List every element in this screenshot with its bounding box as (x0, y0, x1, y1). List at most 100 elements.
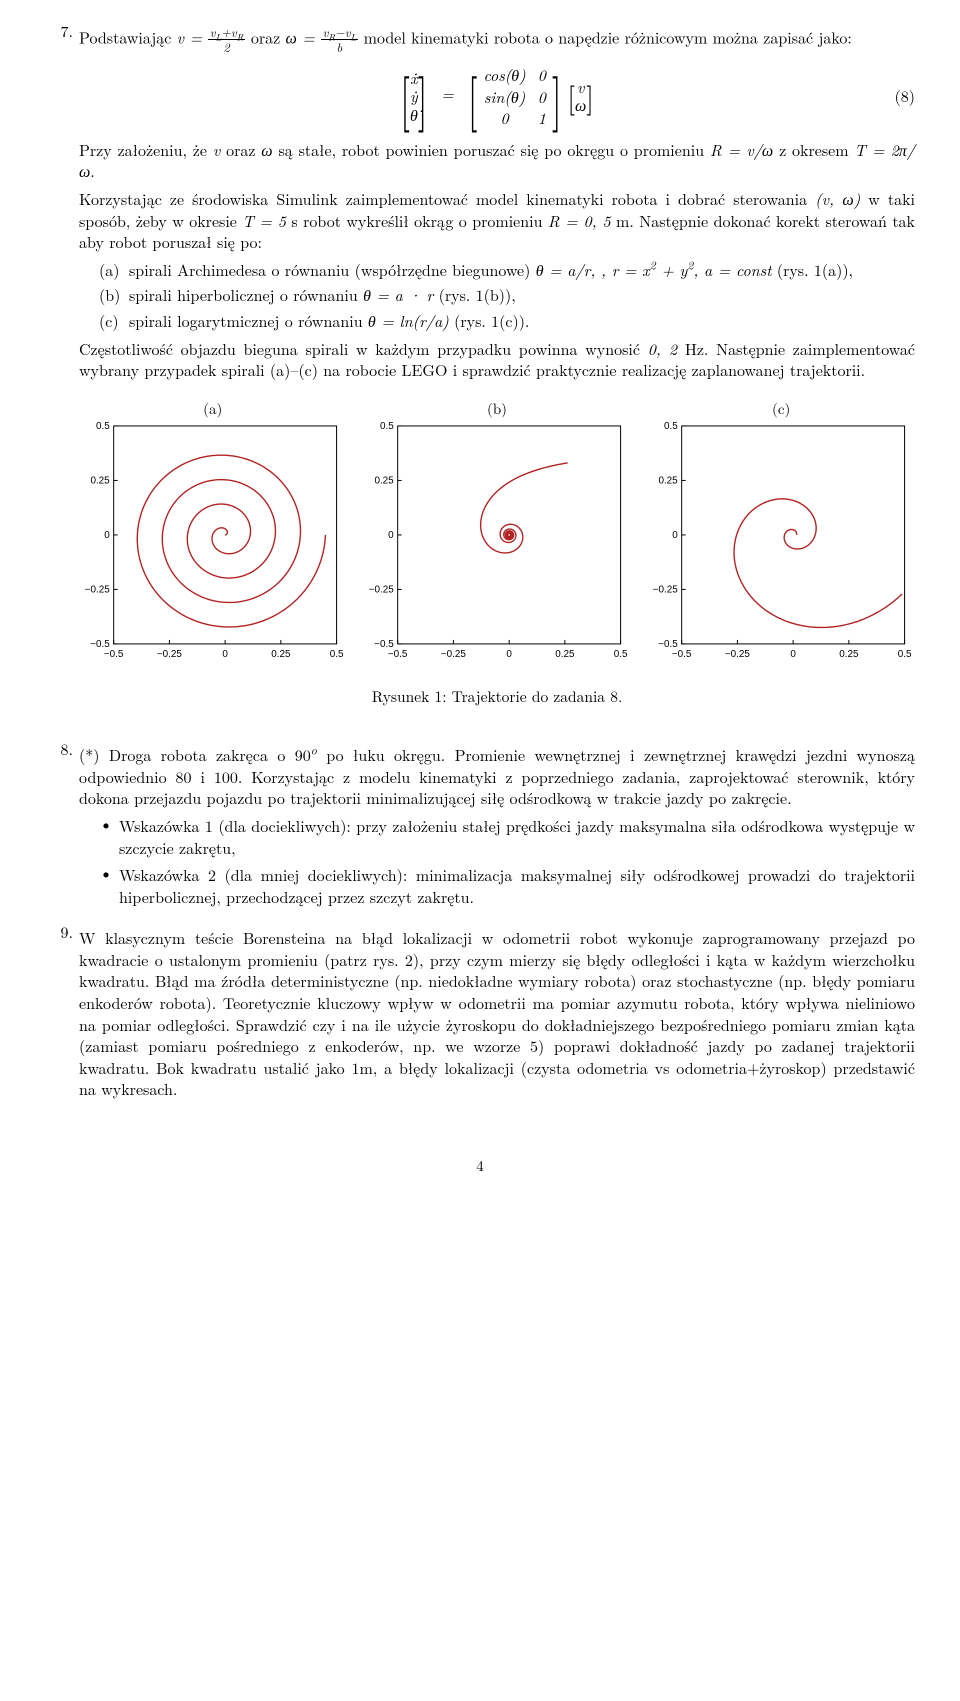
panel-title: (a) (79, 399, 347, 419)
text: model kinematyki robota o napędzie różni… (364, 25, 852, 48)
svg-text:0.25: 0.25 (375, 475, 395, 486)
svg-text:−0.5: −0.5 (388, 649, 408, 660)
bullet-hint-2: • Wskazówka 2 (dla mniej dociekliwych): … (99, 864, 915, 907)
svg-text:−0.25: −0.25 (725, 649, 751, 660)
svg-text:−0.25: −0.25 (653, 584, 679, 595)
item-number: 8. (45, 738, 79, 913)
sub-item-label: (a) (99, 259, 129, 281)
figure-caption: Rysunek 1: Trajektorie do zadania 8. (79, 687, 915, 708)
text: (rys. 1(a)), (777, 258, 853, 281)
text: s robot wykreślił okrąg o promieniu (291, 209, 548, 232)
figure-panel-b: (b) −0.5−0.5 −0.25 −0.25 0 0 0.25 0.25 0.5 0.5 (363, 399, 631, 674)
paragraph: Korzystając ze środowiska Simulink zaimp… (79, 188, 915, 253)
svg-text:0.25: 0.25 (555, 649, 575, 660)
paragraph: Częstotliwość objazdu bieguna spirali w … (79, 338, 915, 381)
text: spirali Archimedesa o równaniu (współrzę… (129, 258, 536, 281)
math-inline: v (213, 138, 220, 161)
svg-text:0.5: 0.5 (380, 421, 394, 432)
bullet-icon: • (99, 815, 119, 858)
sub-item-b: (b) spirali hiperbolicznej o równaniu θ … (99, 284, 915, 306)
item-number: 9. (45, 921, 79, 1106)
math-inline: ω (261, 138, 272, 161)
svg-text:0.25: 0.25 (840, 649, 860, 660)
svg-text:0.5: 0.5 (898, 649, 912, 660)
panel-title: (b) (363, 399, 631, 419)
sub-item-body: spirali logarytmicznej o równaniu θ = ln… (129, 310, 529, 332)
item-body: Podstawiając v = vL+vR2 oraz ω = vR−vLb … (79, 20, 915, 730)
text: spirali hiperbolicznej o równaniu (129, 283, 363, 306)
chart-archimedes: −0.5−0.5−0.25−0.25000.250.250.50.5 (79, 421, 347, 669)
item-number: 7. (45, 20, 79, 730)
text: Częstotliwość objazdu bieguna spirali w … (79, 337, 648, 360)
figure-row: (a) −0.5−0.5−0.25−0.25000.250.250.50.5 (… (79, 399, 915, 674)
math-inline: T = 5 (242, 209, 286, 232)
fraction: vR−vLb (321, 26, 359, 54)
list-item-7: 7. Podstawiając v = vL+vR2 oraz ω = vR−v… (45, 20, 915, 730)
chart-hyperbolic: −0.5−0.5 −0.25 −0.25 0 0 0.25 0.25 0.5 0.5 (363, 421, 631, 669)
math-inline: θ = a/r, , r = x2 + y2, a = const (536, 258, 772, 281)
text: (*) Droga robota zakręca o 90 (79, 743, 311, 766)
svg-text:0: 0 (222, 649, 228, 660)
svg-text:0.5: 0.5 (614, 649, 628, 660)
svg-text:0: 0 (507, 649, 513, 660)
text: oraz (251, 25, 286, 48)
sub-item-c: (c) spirali logarytmicznej o równaniu θ … (99, 310, 915, 332)
math-inline: R = v/ω (710, 138, 773, 161)
svg-text:−0.25: −0.25 (157, 649, 183, 660)
text: są stałe, robot powinien poruszać się po… (278, 138, 710, 161)
chart-logarithmic: −0.5−0.5−0.25−0.25000.250.250.50.5 (647, 421, 915, 669)
svg-text:0.25: 0.25 (90, 475, 110, 486)
svg-text:0: 0 (673, 530, 679, 541)
text: oraz (226, 138, 261, 161)
figure-panel-c: (c) −0.5−0.5−0.25−0.25000.250.250.50.5 (647, 399, 915, 674)
math-inline: 0, 2 (648, 337, 677, 360)
math-inline: (v, ω) (815, 187, 860, 210)
sub-item-body: spirali hiperbolicznej o równaniu θ = a … (129, 284, 516, 306)
sub-item-body: spirali Archimedesa o równaniu (współrzę… (129, 259, 853, 281)
paragraph: Przy założeniu, że v oraz ω są stałe, ro… (79, 139, 915, 182)
svg-text:−0.25: −0.25 (441, 649, 467, 660)
equation-display: [ẋẏθ̇] = [cos(θ)0sin(θ)001] [vω] (8) (79, 64, 915, 129)
svg-text:−0.5: −0.5 (672, 649, 692, 660)
math-inline: v = (177, 25, 208, 48)
text: Przy założeniu, że (79, 138, 213, 161)
sub-item-label: (c) (99, 310, 129, 332)
paragraph: Podstawiając v = vL+vR2 oraz ω = vR−vLb … (79, 26, 915, 54)
item-body: (*) Droga robota zakręca o 90o po łuku o… (79, 738, 915, 913)
text: spirali logarytmicznej o równaniu (129, 309, 368, 332)
text: Podstawiając (79, 25, 177, 48)
bullet-hint-1: • Wskazówka 1 (dla dociekliwych): przy z… (99, 815, 915, 858)
fraction: vL+vR2 (208, 26, 246, 54)
svg-text:0: 0 (388, 530, 394, 541)
math-inline: ω = (286, 25, 321, 48)
text: (rys. 1(b)), (439, 283, 516, 306)
sub-item-label: (b) (99, 284, 129, 306)
svg-text:0: 0 (104, 530, 110, 541)
text: Korzystając ze środowiska Simulink zaimp… (79, 187, 815, 210)
svg-text:0.25: 0.25 (271, 649, 291, 660)
paragraph: W klasycznym teście Borensteina na błąd … (79, 927, 915, 1100)
bullet-icon: • (99, 864, 119, 907)
math-inline: θ = a · r (363, 283, 433, 306)
figure-panel-a: (a) −0.5−0.5−0.25−0.25000.250.250.50.5 (79, 399, 347, 674)
svg-text:−0.5: −0.5 (374, 639, 394, 650)
equation-number: (8) (895, 86, 915, 108)
item-body: W klasycznym teście Borensteina na błąd … (79, 921, 915, 1106)
math-inline: θ = ln(r/a) (368, 309, 449, 332)
page-number: 4 (45, 1156, 915, 1176)
svg-text:−0.25: −0.25 (369, 584, 395, 595)
svg-text:0.5: 0.5 (96, 421, 110, 432)
panel-title: (c) (647, 399, 915, 419)
text: (rys. 1(c)). (454, 309, 529, 332)
text: z okresem (779, 138, 854, 161)
svg-text:0.5: 0.5 (664, 421, 678, 432)
math-inline: R = 0, 5 (548, 209, 611, 232)
paragraph: (*) Droga robota zakręca o 90o po łuku o… (79, 744, 915, 809)
svg-text:0.5: 0.5 (330, 649, 344, 660)
svg-text:−0.5: −0.5 (104, 649, 124, 660)
bullet-text: Wskazówka 1 (dla dociekliwych): przy zał… (119, 815, 915, 858)
list-item-8: 8. (*) Droga robota zakręca o 90o po łuk… (45, 738, 915, 913)
svg-text:−0.5: −0.5 (659, 639, 679, 650)
text: . (90, 159, 94, 182)
svg-text:−0.25: −0.25 (85, 584, 111, 595)
